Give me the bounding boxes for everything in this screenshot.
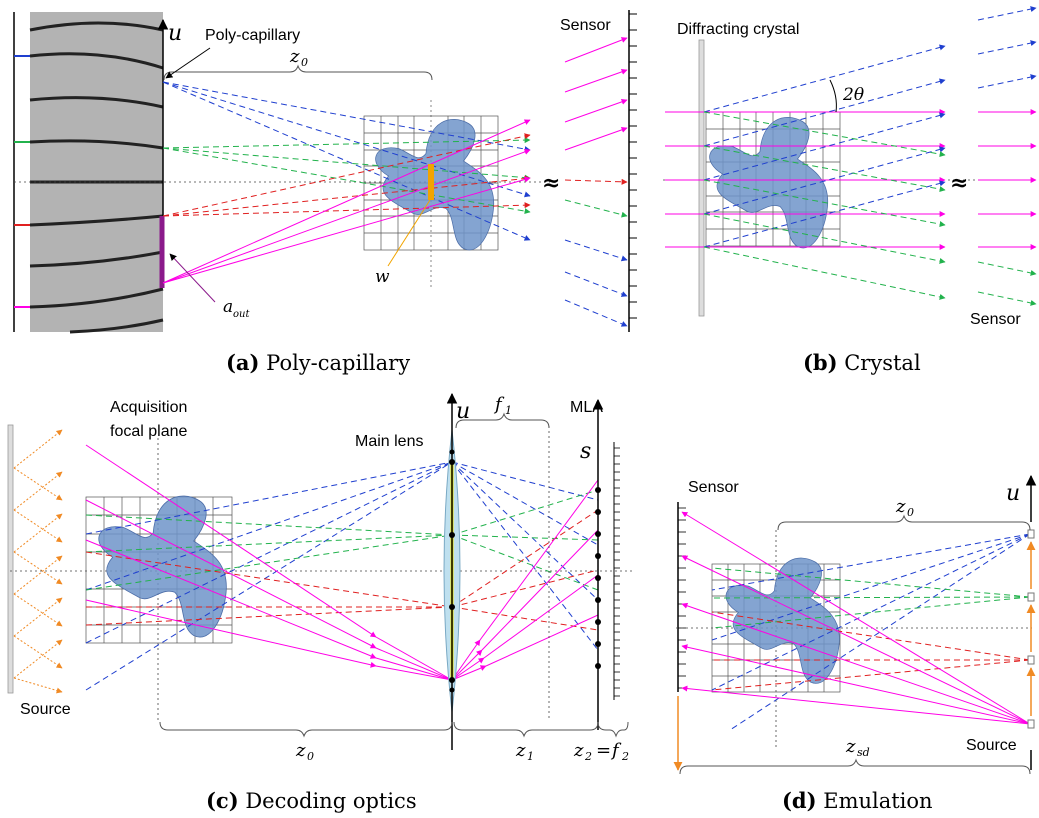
sensor-a	[564, 10, 637, 332]
panel-b: Diffracting crystal 2θ ≈ Sensor (b) Crys…	[663, 6, 1037, 375]
rays-d	[681, 511, 1031, 731]
w-pointer	[387, 199, 431, 267]
source-plate	[7, 424, 14, 694]
label-sensor-d: Sensor	[688, 479, 739, 496]
label-polycapillary: Poly-capillary	[205, 27, 300, 44]
label-eq: =	[596, 740, 611, 761]
label-source-c: Source	[20, 701, 71, 718]
label-mla: MLA	[570, 399, 603, 416]
label-z0-a-sub: 0	[301, 56, 308, 69]
label-source-d: Source	[966, 737, 1017, 754]
rays-b	[665, 6, 1037, 306]
label-z1: z	[515, 740, 526, 761]
label-aout-sub: out	[233, 309, 250, 320]
sample-object-b	[709, 116, 829, 249]
z0-brace-a	[163, 64, 433, 81]
caption-d: (d) Emulation	[782, 788, 933, 813]
label-z0-c-sub: 0	[307, 750, 314, 763]
caption-b: (b) Crystal	[803, 350, 921, 375]
sample-object-d	[725, 557, 841, 685]
braces-c	[159, 412, 629, 738]
label-acq-line2: focal plane	[110, 423, 187, 440]
label-z2-sub: 2	[584, 750, 592, 763]
label-z0-d: z	[895, 496, 906, 517]
polycap-pointer	[165, 47, 211, 79]
sensor-d	[673, 502, 686, 771]
capillary-block	[13, 12, 169, 334]
label-diffracting-crystal: Diffracting crystal	[677, 21, 799, 38]
label-f2: f	[610, 740, 622, 761]
label-f1: f	[493, 394, 505, 415]
label-w: w	[375, 267, 390, 287]
break-mark-a: ≈	[542, 170, 560, 196]
label-u-a: u	[168, 21, 182, 46]
label-acq-line1: Acquisition	[110, 399, 187, 416]
break-mark-b: ≈	[950, 170, 968, 196]
panel-a: u Poly-capillary z 0 Sensor ≈ w a out (a…	[13, 10, 637, 375]
label-z0-d-sub: 0	[907, 506, 914, 519]
caption-a: (a) Poly-capillary	[226, 350, 410, 375]
w-marker	[428, 164, 434, 200]
label-z1-sub: 1	[527, 750, 534, 763]
aout-pointer	[169, 253, 216, 303]
label-u-d: u	[1006, 481, 1020, 506]
braces-d	[679, 514, 1031, 775]
label-sensor-b: Sensor	[970, 311, 1021, 328]
label-aout: a	[223, 297, 233, 317]
panel-c: Acquisition focal plane Main lens MLA So…	[7, 392, 635, 813]
label-s: s	[580, 439, 591, 464]
rays-a	[162, 81, 531, 284]
label-2theta: 2θ	[842, 85, 864, 105]
mla	[592, 398, 620, 730]
label-z0-c: z	[295, 740, 306, 761]
label-u-c: u	[456, 399, 470, 424]
label-zsd-sub: sd	[857, 746, 870, 759]
label-zsd: z	[845, 736, 856, 757]
main-lens	[443, 392, 461, 750]
label-sensor-a: Sensor	[560, 17, 611, 34]
source-array-d	[1025, 474, 1037, 770]
label-f1-sub: 1	[505, 404, 512, 417]
rays-c	[85, 444, 599, 691]
angle-arc	[829, 79, 837, 113]
label-z0-a: z	[289, 46, 300, 67]
label-f2-sub: 2	[621, 750, 629, 763]
panel-d: Sensor Source u z 0 z sd (d) Emulation	[673, 474, 1037, 813]
label-main-lens: Main lens	[355, 433, 423, 450]
caption-c: (c) Decoding optics	[206, 788, 417, 813]
label-z2: z	[573, 740, 584, 761]
source-rays	[13, 429, 63, 694]
crystal-plate	[698, 39, 705, 317]
